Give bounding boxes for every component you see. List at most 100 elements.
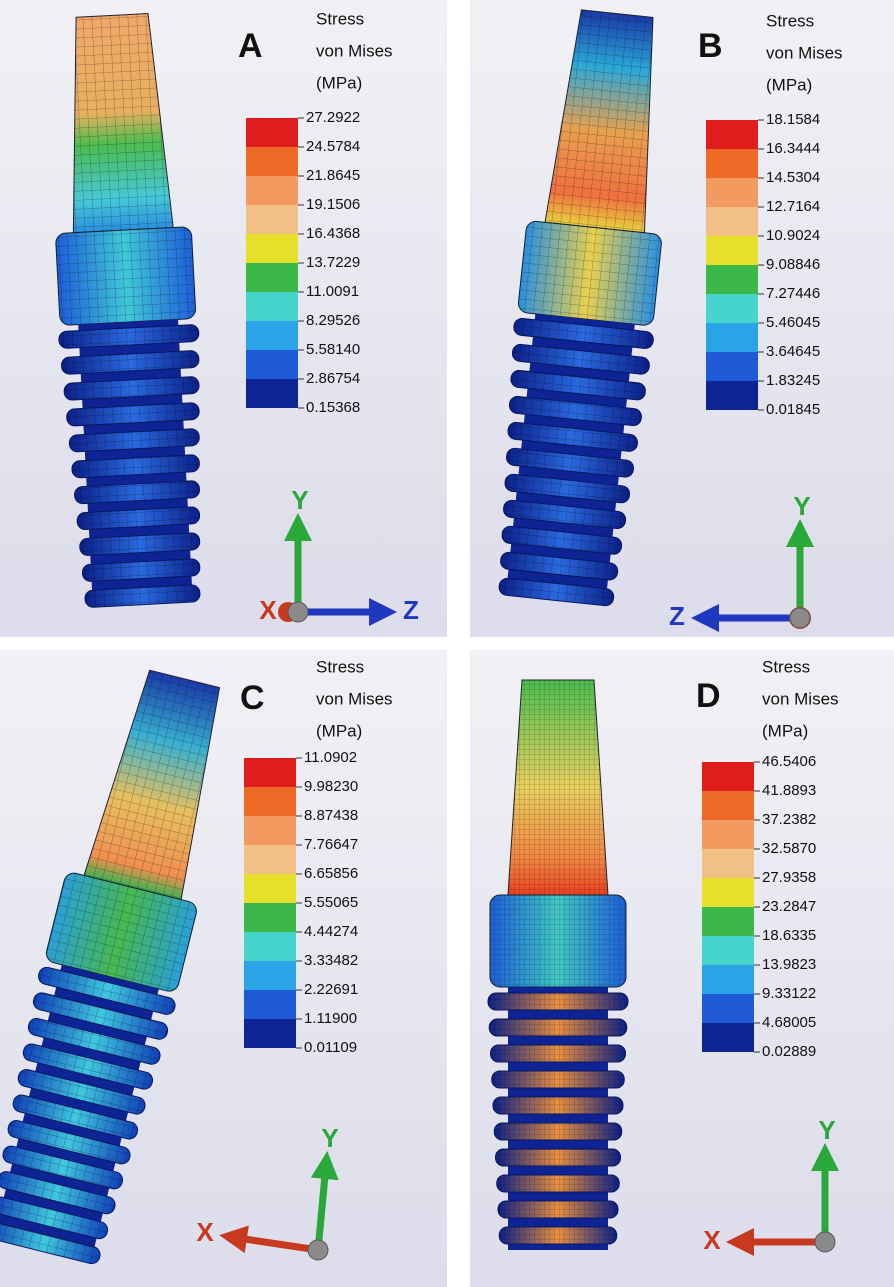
axis-origin — [815, 1232, 835, 1252]
collar-mesh — [490, 895, 626, 987]
legend-band — [244, 903, 296, 932]
legend-value: 46.5406 — [762, 753, 816, 770]
legend-value: 11.0091 — [306, 283, 359, 300]
legend-value: 4.68005 — [762, 1014, 816, 1031]
legend-value: 0.01845 — [766, 401, 820, 418]
legend-value: 19.1506 — [306, 196, 360, 213]
thread-mesh — [493, 1097, 623, 1114]
legend-title: von Mises — [762, 689, 839, 708]
legend-band — [246, 379, 298, 408]
panel-label: D — [696, 677, 721, 715]
abutment-mesh — [508, 680, 608, 895]
legend-value: 5.55065 — [304, 894, 358, 911]
collar-mesh — [517, 220, 662, 326]
legend-title: (MPa) — [316, 73, 362, 92]
legend-value: 13.7229 — [306, 254, 360, 271]
legend-value: 2.86754 — [306, 370, 360, 387]
axis-label: Z — [669, 601, 685, 631]
legend-band — [244, 932, 296, 961]
legend-band — [246, 176, 298, 205]
legend-band — [244, 816, 296, 845]
legend-value: 8.29526 — [306, 312, 360, 329]
legend-band — [706, 265, 758, 294]
thread-mesh — [499, 1227, 617, 1244]
legend-value: 8.87438 — [304, 807, 358, 824]
legend-value: 32.5870 — [762, 840, 816, 857]
legend-value: 9.08846 — [766, 256, 820, 273]
thread-mesh — [491, 1045, 626, 1062]
thread-mesh — [497, 1175, 620, 1192]
legend-band — [244, 874, 296, 903]
legend-title: von Mises — [766, 43, 843, 62]
panel-label: C — [240, 679, 265, 717]
legend-value: 6.65856 — [304, 865, 358, 882]
legend-title: (MPa) — [762, 721, 808, 740]
legend-value: 3.64645 — [766, 343, 820, 360]
legend-band — [702, 907, 754, 936]
legend-title: von Mises — [316, 689, 393, 708]
legend-band — [702, 878, 754, 907]
legend-value: 9.33122 — [762, 985, 816, 1002]
thread-mesh — [492, 1071, 625, 1088]
legend-band — [702, 791, 754, 820]
legend-band — [246, 147, 298, 176]
legend-value: 4.44274 — [304, 923, 358, 940]
legend-value: 27.9358 — [762, 869, 816, 886]
legend-value: 12.7164 — [766, 198, 820, 215]
legend-value: 16.4368 — [306, 225, 360, 242]
legend-value: 24.5784 — [306, 138, 360, 155]
thread-mesh — [496, 1149, 621, 1166]
axis-label: X — [196, 1217, 214, 1247]
legend-band — [706, 236, 758, 265]
thread-mesh — [488, 993, 628, 1010]
axis-label: Y — [793, 491, 810, 521]
legend-value: 27.2922 — [306, 109, 360, 126]
axis-origin — [288, 602, 308, 622]
legend-band — [706, 323, 758, 352]
legend-value: 16.3444 — [766, 140, 820, 157]
legend-band — [244, 758, 296, 787]
panel: BStressvon Mises(MPa)18.158416.344414.53… — [470, 0, 894, 637]
collar-mesh — [55, 227, 196, 326]
legend-band — [246, 321, 298, 350]
legend-title: (MPa) — [766, 75, 812, 94]
legend-value: 41.8893 — [762, 782, 816, 799]
legend-value: 7.27446 — [766, 285, 820, 302]
legend-value: 0.02889 — [762, 1043, 816, 1060]
legend-title: Stress — [316, 9, 364, 28]
legend-band — [246, 292, 298, 321]
thread-mesh — [498, 1201, 618, 1218]
axis-label: Y — [291, 485, 308, 515]
legend-band — [244, 1019, 296, 1048]
legend-band — [702, 849, 754, 878]
legend-band — [706, 352, 758, 381]
legend-value: 11.0902 — [304, 749, 357, 766]
legend-band — [246, 118, 298, 147]
legend-value: 23.2847 — [762, 898, 816, 915]
legend-value: 14.5304 — [766, 169, 820, 186]
legend-band — [244, 845, 296, 874]
legend-band — [702, 762, 754, 791]
legend-band — [706, 381, 758, 410]
axis-label: Z — [403, 595, 419, 625]
legend-band — [246, 205, 298, 234]
legend-title: Stress — [766, 11, 814, 30]
legend-band — [244, 990, 296, 1019]
legend-band — [706, 207, 758, 236]
legend-title: Stress — [316, 657, 364, 676]
legend-value: 21.8645 — [306, 167, 360, 184]
panel: DStressvon Mises(MPa)46.540641.889337.23… — [470, 650, 894, 1287]
axis-label: X — [259, 595, 277, 625]
legend-value: 13.9823 — [762, 956, 816, 973]
legend-value: 1.83245 — [766, 372, 820, 389]
legend-value: 37.2382 — [762, 811, 816, 828]
legend-band — [702, 994, 754, 1023]
axis-origin — [790, 608, 810, 628]
legend-value: 9.98230 — [304, 778, 358, 795]
legend-band — [244, 787, 296, 816]
legend-value: 18.1584 — [766, 111, 820, 128]
legend-band — [246, 350, 298, 379]
panel-label: A — [238, 27, 263, 65]
